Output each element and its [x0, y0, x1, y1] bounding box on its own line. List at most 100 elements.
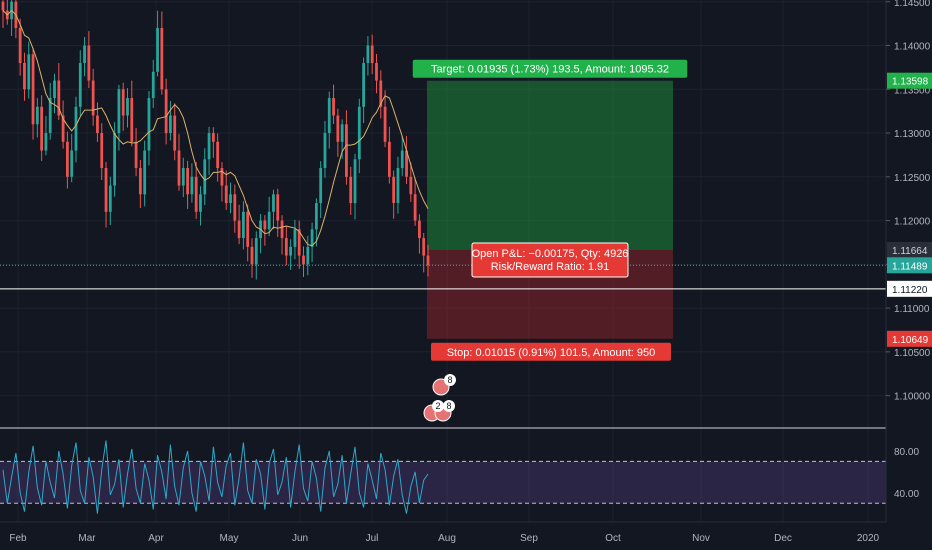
candle-body	[392, 176, 396, 204]
pnl-box	[471, 242, 629, 278]
candle-body	[108, 185, 112, 212]
time-tick-label: Jul	[366, 533, 379, 544]
candle-body	[426, 255, 430, 266]
candle-body	[169, 115, 172, 134]
candle-body	[1, 1, 5, 11]
candle-body	[100, 133, 104, 169]
candle-body	[357, 106, 361, 160]
candle-body	[83, 45, 86, 64]
candle-body	[405, 150, 408, 177]
time-tick-label: Mar	[78, 533, 96, 544]
candle-body	[53, 80, 56, 99]
badge-circle	[443, 400, 455, 412]
candle-body	[57, 80, 61, 116]
candle-body	[121, 89, 125, 116]
candle-body	[48, 98, 52, 134]
candle-body	[203, 159, 207, 195]
candle-body	[224, 185, 228, 204]
target-label-box	[412, 59, 688, 78]
candle-body	[272, 194, 275, 212]
candle-body	[220, 168, 224, 186]
candle-body	[151, 71, 155, 99]
candle-body	[302, 255, 305, 265]
time-tick-label: Sep	[520, 533, 538, 544]
candle-body	[400, 150, 404, 169]
candle-body	[181, 168, 185, 186]
oscillator-line	[2, 440, 429, 514]
candle-body	[61, 115, 65, 142]
candle-body	[336, 115, 340, 142]
candle-body	[293, 229, 297, 247]
candle-body	[130, 98, 134, 142]
candle-body	[349, 176, 353, 204]
candle-body	[35, 106, 39, 125]
target-price-tag-label: 1.13598	[892, 77, 929, 88]
candle-body	[147, 98, 151, 151]
candle-body	[250, 246, 254, 265]
candle-body	[284, 238, 288, 256]
candle-body	[91, 80, 95, 116]
badge-circle	[432, 400, 444, 412]
candle-body	[289, 246, 293, 256]
time-tick-label: Aug	[438, 533, 456, 544]
candle-body	[375, 63, 378, 81]
stop-label-box	[431, 342, 671, 361]
price-tick-label: 1.10500	[894, 348, 931, 359]
risk-reward-label: Risk/Reward Ratio: 1.91	[491, 261, 610, 273]
candle-body	[422, 238, 426, 256]
candle-body	[117, 89, 121, 134]
oscillator-tick-label: 80.00	[894, 447, 919, 458]
entry-price-tag-label: 1.11664	[892, 246, 928, 257]
candle-body	[78, 63, 82, 107]
price-tick-label: 1.11000	[894, 304, 930, 315]
candle-body	[353, 159, 357, 204]
entry-price-tag	[887, 241, 932, 258]
badge-circle	[444, 374, 456, 386]
candle-body	[138, 168, 142, 195]
price-tick-label: 1.13500	[894, 85, 931, 96]
stop-price-tag-label: 1.10649	[892, 335, 929, 346]
candle-body	[134, 141, 138, 169]
current-price-tag	[887, 257, 932, 274]
candle-body	[310, 229, 314, 247]
candle-body	[332, 98, 335, 116]
time-tick-label: Nov	[692, 533, 710, 544]
candle-body	[327, 98, 331, 134]
candle-body	[237, 220, 241, 239]
candle-body	[263, 220, 267, 230]
price-tick-label: 1.12500	[894, 173, 931, 184]
candle-body	[323, 133, 327, 169]
candle-body	[267, 211, 271, 230]
candle-body	[23, 63, 26, 90]
candle-body	[113, 133, 117, 186]
line-price-tag-label: 1.11220	[892, 285, 928, 296]
candle-body	[18, 28, 22, 64]
candle-body	[194, 176, 198, 212]
candle-body	[44, 133, 48, 151]
time-tick-label: May	[220, 533, 239, 544]
pnl-label: Open P&L: −0.00175, Qty: 4926	[472, 248, 629, 260]
candle-body	[233, 194, 237, 221]
oscillator-band	[0, 461, 886, 504]
candle-body	[143, 150, 147, 195]
badge-count: 2	[435, 401, 440, 411]
candle-body	[160, 28, 164, 90]
time-tick-label: Jun	[292, 533, 308, 544]
candle-body	[314, 203, 318, 230]
candle-body	[242, 211, 245, 239]
moving-average-line	[2, 9, 429, 247]
candle-body	[207, 133, 211, 160]
target-zone	[427, 80, 673, 250]
candle-body	[126, 98, 129, 116]
candle-body	[276, 194, 280, 221]
candle-body	[74, 106, 78, 151]
candle-body	[87, 45, 91, 81]
candle-body	[366, 45, 370, 64]
time-tick-label: Feb	[9, 533, 27, 544]
candle-body	[199, 194, 202, 212]
time-tick-label: 2020	[857, 533, 880, 544]
price-tick-label: 1.12000	[894, 217, 931, 228]
candle-body	[70, 150, 74, 177]
